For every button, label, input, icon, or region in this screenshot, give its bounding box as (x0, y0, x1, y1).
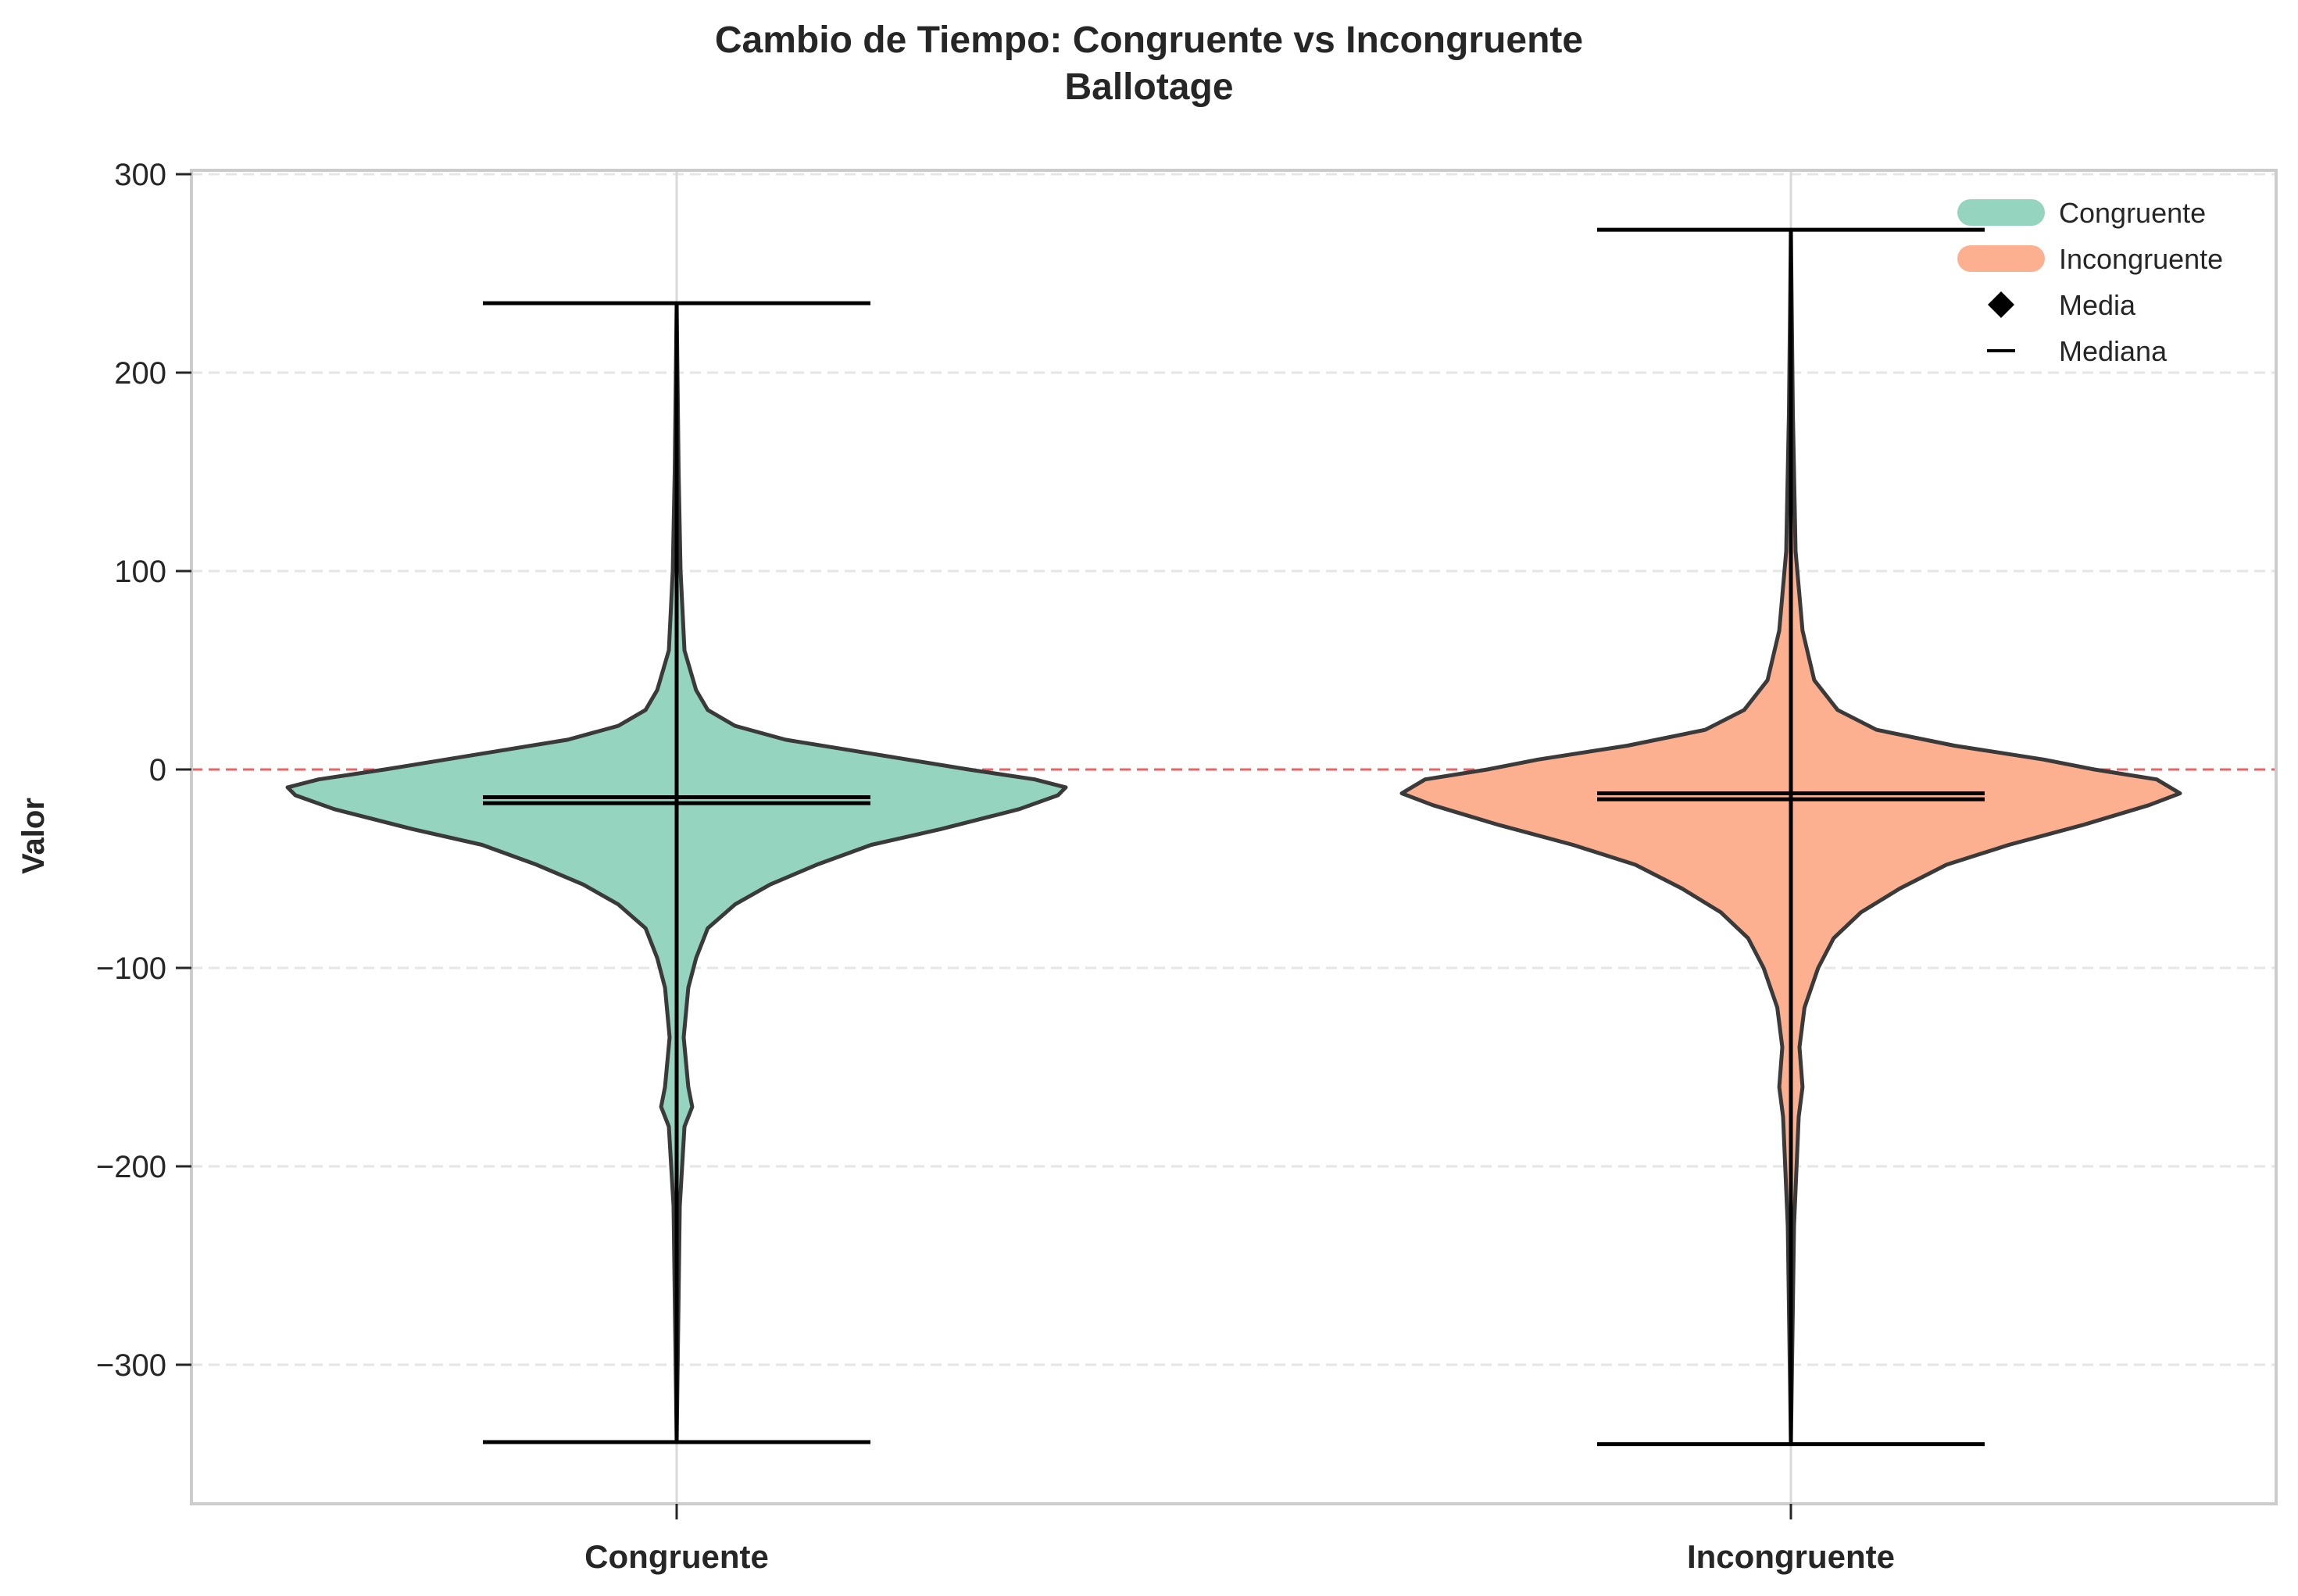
axis-layer: 300 200 100 0 −100 −200 −300 Congruente Incongru… (96, 158, 1895, 1575)
chart-title-block: Cambio de Tiempo: Congruente vs Incongru… (0, 17, 2298, 111)
plot-frame (190, 169, 2278, 1505)
violin-layer (285, 227, 2182, 1447)
legend-swatch (1957, 199, 2045, 226)
legend-swatch (1957, 245, 2045, 272)
y-tick-label: −200 (96, 1150, 166, 1184)
y-tick-label: 300 (114, 158, 166, 192)
y-tick-label: 200 (114, 356, 166, 391)
y-tick-label: 0 (149, 753, 166, 787)
x-tick-label: Congruente (584, 1538, 769, 1575)
legend-diamond-icon (1988, 291, 2014, 318)
chart-title: Cambio de Tiempo: Congruente vs Incongru… (714, 20, 1584, 61)
y-tick-label: 100 (114, 555, 166, 589)
legend-label: Incongruente (2059, 243, 2223, 275)
grid-layer (191, 173, 2276, 1366)
legend-label: Mediana (2059, 335, 2168, 367)
y-tick-label: −300 (96, 1348, 166, 1383)
legend-label: Congruente (2059, 197, 2206, 229)
legend: Congruente Incongruente Media Mediana (1957, 197, 2223, 367)
y-tick-label: −100 (96, 952, 166, 986)
chart-subtitle: Ballotage (1064, 66, 1234, 108)
x-tick-label: Incongruente (1687, 1538, 1895, 1575)
legend-label: Media (2059, 289, 2136, 321)
stats-layer (483, 227, 1985, 1447)
y-axis-label: Valor (16, 798, 51, 874)
